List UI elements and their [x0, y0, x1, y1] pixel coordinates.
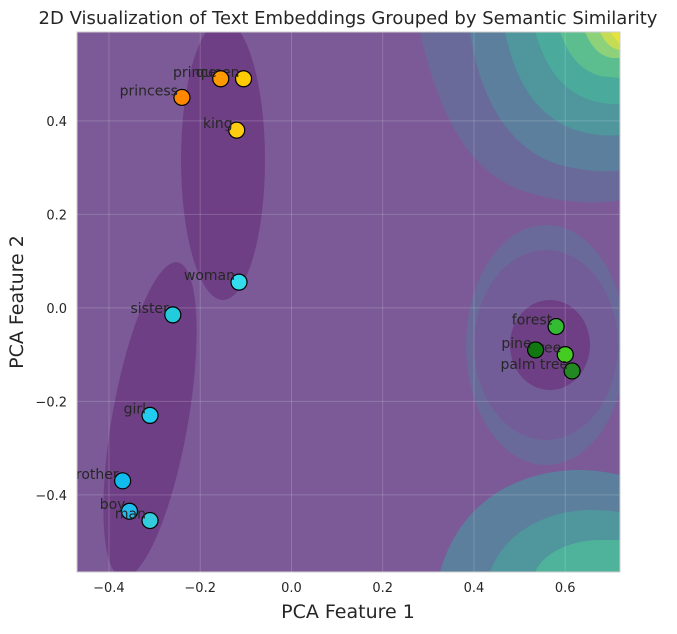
- point-marker: [230, 273, 248, 291]
- point-label: prince: [173, 65, 217, 81]
- x-tick-label: −0.2: [184, 581, 216, 596]
- data-point-prince: prince: [173, 65, 230, 88]
- plot-area: queenprinceprincesskingwomansistergirlbr…: [67, 32, 620, 572]
- y-tick-label: 0.0: [46, 302, 67, 317]
- data-point-sister: sister: [130, 301, 182, 324]
- x-tick-labels: −0.4 −0.2 0.0 0.2 0.4 0.6: [93, 581, 575, 596]
- data-point-man: man: [115, 507, 159, 530]
- point-label: boy: [100, 497, 126, 513]
- chart-title: 2D Visualization of Text Embeddings Grou…: [39, 8, 658, 29]
- point-marker: [141, 511, 159, 530]
- y-tick-label: 0.4: [46, 115, 67, 130]
- x-tick-label: 0.4: [464, 581, 485, 596]
- grid-lines: [77, 32, 620, 572]
- point-marker: [173, 88, 191, 107]
- data-point-forest: forest: [512, 313, 565, 336]
- y-tick-label: −0.4: [35, 489, 67, 504]
- contour-right: [420, 32, 620, 572]
- data-point-brother: brother: [67, 467, 132, 490]
- point-marker: [228, 121, 246, 139]
- point-marker: [556, 345, 574, 364]
- data-point-king: king: [203, 116, 246, 139]
- point-marker: [120, 502, 139, 520]
- y-axis-label: PCA Feature 2: [6, 235, 28, 369]
- point-marker: [547, 317, 565, 336]
- y-tick-label: −0.2: [35, 395, 67, 410]
- y-tick-labels: −0.4 −0.2 0.0 0.2 0.4: [35, 115, 67, 504]
- data-point-woman: woman: [184, 268, 248, 291]
- point-label: palm tree: [500, 357, 568, 373]
- point-label: sister: [130, 301, 169, 317]
- data-point-palm-tree: palm tree: [500, 357, 581, 380]
- point-label: brother: [67, 467, 119, 483]
- point-label: pine: [501, 336, 531, 352]
- x-tick-label: −0.4: [93, 581, 125, 596]
- point-marker: [212, 70, 230, 88]
- point-label: forest: [512, 313, 553, 329]
- point-marker: [526, 341, 545, 359]
- point-marker: [141, 406, 159, 424]
- point-marker: [234, 70, 253, 88]
- point-marker: [563, 362, 581, 380]
- point-label: woman: [184, 268, 235, 284]
- data-point-princess: princess: [120, 83, 191, 107]
- data-point-boy: boy: [100, 497, 139, 520]
- x-tick-label: 0.2: [372, 581, 393, 596]
- x-tick-label: 0.6: [555, 581, 576, 596]
- point-label: girl: [124, 401, 146, 417]
- data-points: queenprinceprincesskingwomansistergirlbr…: [67, 65, 581, 530]
- point-marker: [164, 306, 182, 324]
- point-label: man: [115, 507, 146, 523]
- plot-frame: [76, 31, 621, 573]
- point-label: princess: [120, 83, 178, 99]
- data-point-girl: girl: [124, 401, 159, 424]
- x-axis-label: PCA Feature 1: [281, 601, 415, 623]
- data-point-pine: pine: [501, 336, 545, 359]
- y-tick-label: 0.2: [46, 208, 67, 223]
- point-marker: [114, 472, 132, 490]
- point-label: king: [203, 116, 233, 132]
- x-tick-label: 0.0: [281, 581, 302, 596]
